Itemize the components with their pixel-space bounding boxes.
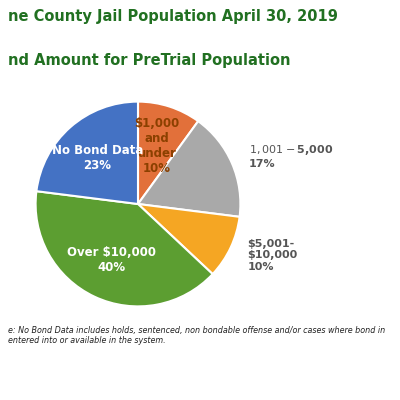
Text: ne County Jail Population April 30, 2019: ne County Jail Population April 30, 2019 [8,9,338,24]
Wedge shape [36,102,138,204]
Text: $5,001-
$10,000
10%: $5,001- $10,000 10% [247,239,298,272]
Text: $1,000
and
under
10%: $1,000 and under 10% [134,116,180,174]
Text: No Bond Data
23%: No Bond Data 23% [52,144,143,172]
Text: Source: Sp: Source: Sp [339,380,392,390]
Wedge shape [138,204,240,274]
Text: nstitute: nstitute [8,378,64,392]
Text: e: No Bond Data includes holds, sentenced, non bondable offense and/or cases whe: e: No Bond Data includes holds, sentence… [8,326,385,345]
Text: Over $10,000
40%: Over $10,000 40% [67,246,156,274]
Wedge shape [36,191,213,306]
Text: $1,001-$5,000
17%: $1,001-$5,000 17% [249,143,333,169]
Wedge shape [138,121,240,217]
Text: nd Amount for PreTrial Population: nd Amount for PreTrial Population [8,53,290,68]
Wedge shape [138,102,198,204]
